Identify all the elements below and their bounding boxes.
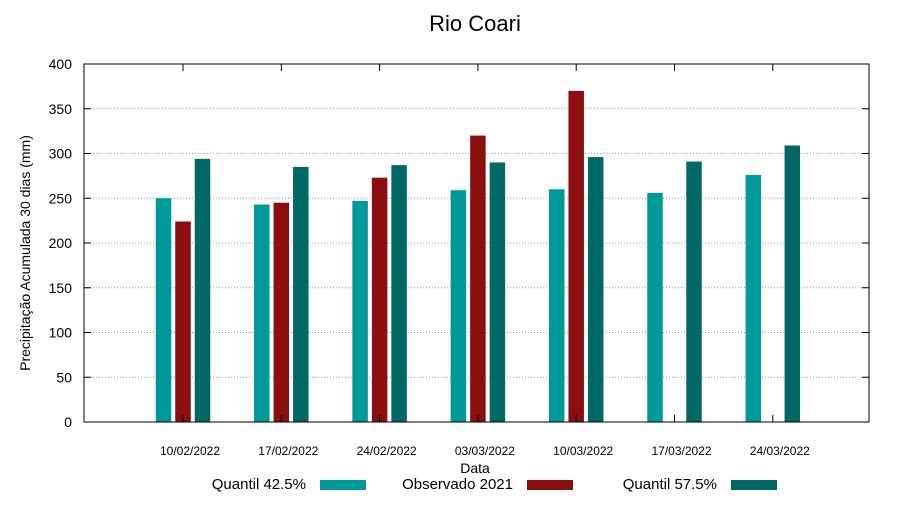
x-tick-label-6: 24/03/2022 (750, 444, 810, 458)
y-tick-label-8: 400 (49, 56, 73, 72)
y-tick-label-3: 150 (49, 280, 73, 296)
bar-series2-6 (784, 145, 801, 422)
bar-series0-0 (155, 198, 172, 422)
y-tick-label-6: 300 (49, 146, 73, 162)
bars-group (155, 90, 801, 422)
bar-series0-2 (352, 200, 368, 422)
x-tick-label-1: 17/02/2022 (258, 444, 318, 458)
x-tick-label-0: 10/02/2022 (160, 444, 220, 458)
bar-series1-0 (175, 221, 191, 422)
bar-series2-0 (194, 158, 211, 422)
bar-series0-6 (745, 174, 762, 422)
legend-swatch-0 (320, 480, 366, 490)
y-tick-label-1: 50 (56, 369, 72, 385)
y-tick-label-4: 200 (49, 235, 73, 251)
bar-series1-3 (470, 135, 486, 422)
bar-series1-4 (568, 90, 584, 422)
bar-series0-3 (450, 190, 467, 422)
legend-label-1: Observado 2021 (402, 476, 513, 493)
bar-series1-2 (371, 177, 388, 422)
x-tick-label-3: 03/03/2022 (455, 444, 515, 458)
y-tick-label-2: 100 (49, 325, 73, 341)
x-ticks: 10/02/2022 17/02/2022 24/02/2022 03/03/2022… (160, 64, 810, 458)
bar-series2-5 (686, 161, 702, 422)
bar-series0-5 (647, 192, 663, 422)
x-tick-label-4: 10/03/2022 (553, 444, 613, 458)
bar-series1-1 (273, 202, 290, 422)
bar-series2-2 (391, 165, 407, 422)
legend-label-0: Quantil 42.5% (212, 476, 306, 493)
bar-series0-1 (254, 204, 270, 422)
x-axis-label: Data (460, 460, 490, 476)
bar-series0-4 (548, 189, 565, 422)
y-tick-label-5: 250 (49, 190, 73, 206)
x-tick-label-2: 24/02/2022 (357, 444, 417, 458)
bar-series2-3 (489, 162, 506, 422)
chart-title: Rio Coari (429, 11, 521, 36)
legend-label-2: Quantil 57.5% (623, 476, 717, 493)
grid-lines (84, 108, 869, 378)
legend: Quantil 42.5% Observado 2021 Quantil 57.5% (212, 476, 777, 493)
legend-swatch-2 (731, 480, 777, 490)
y-tick-label-7: 350 (49, 101, 73, 117)
x-tick-label-5: 17/03/2022 (651, 444, 711, 458)
bar-series2-4 (587, 157, 604, 422)
y-axis-label: Precipitação Acumulada 30 dias (mm) (17, 135, 33, 371)
y-tick-label-0: 0 (64, 414, 72, 430)
y-ticks: 0 50 100 150 200 250 300 350 400 (49, 56, 869, 430)
legend-swatch-1 (527, 480, 573, 490)
bar-series2-1 (293, 166, 309, 422)
